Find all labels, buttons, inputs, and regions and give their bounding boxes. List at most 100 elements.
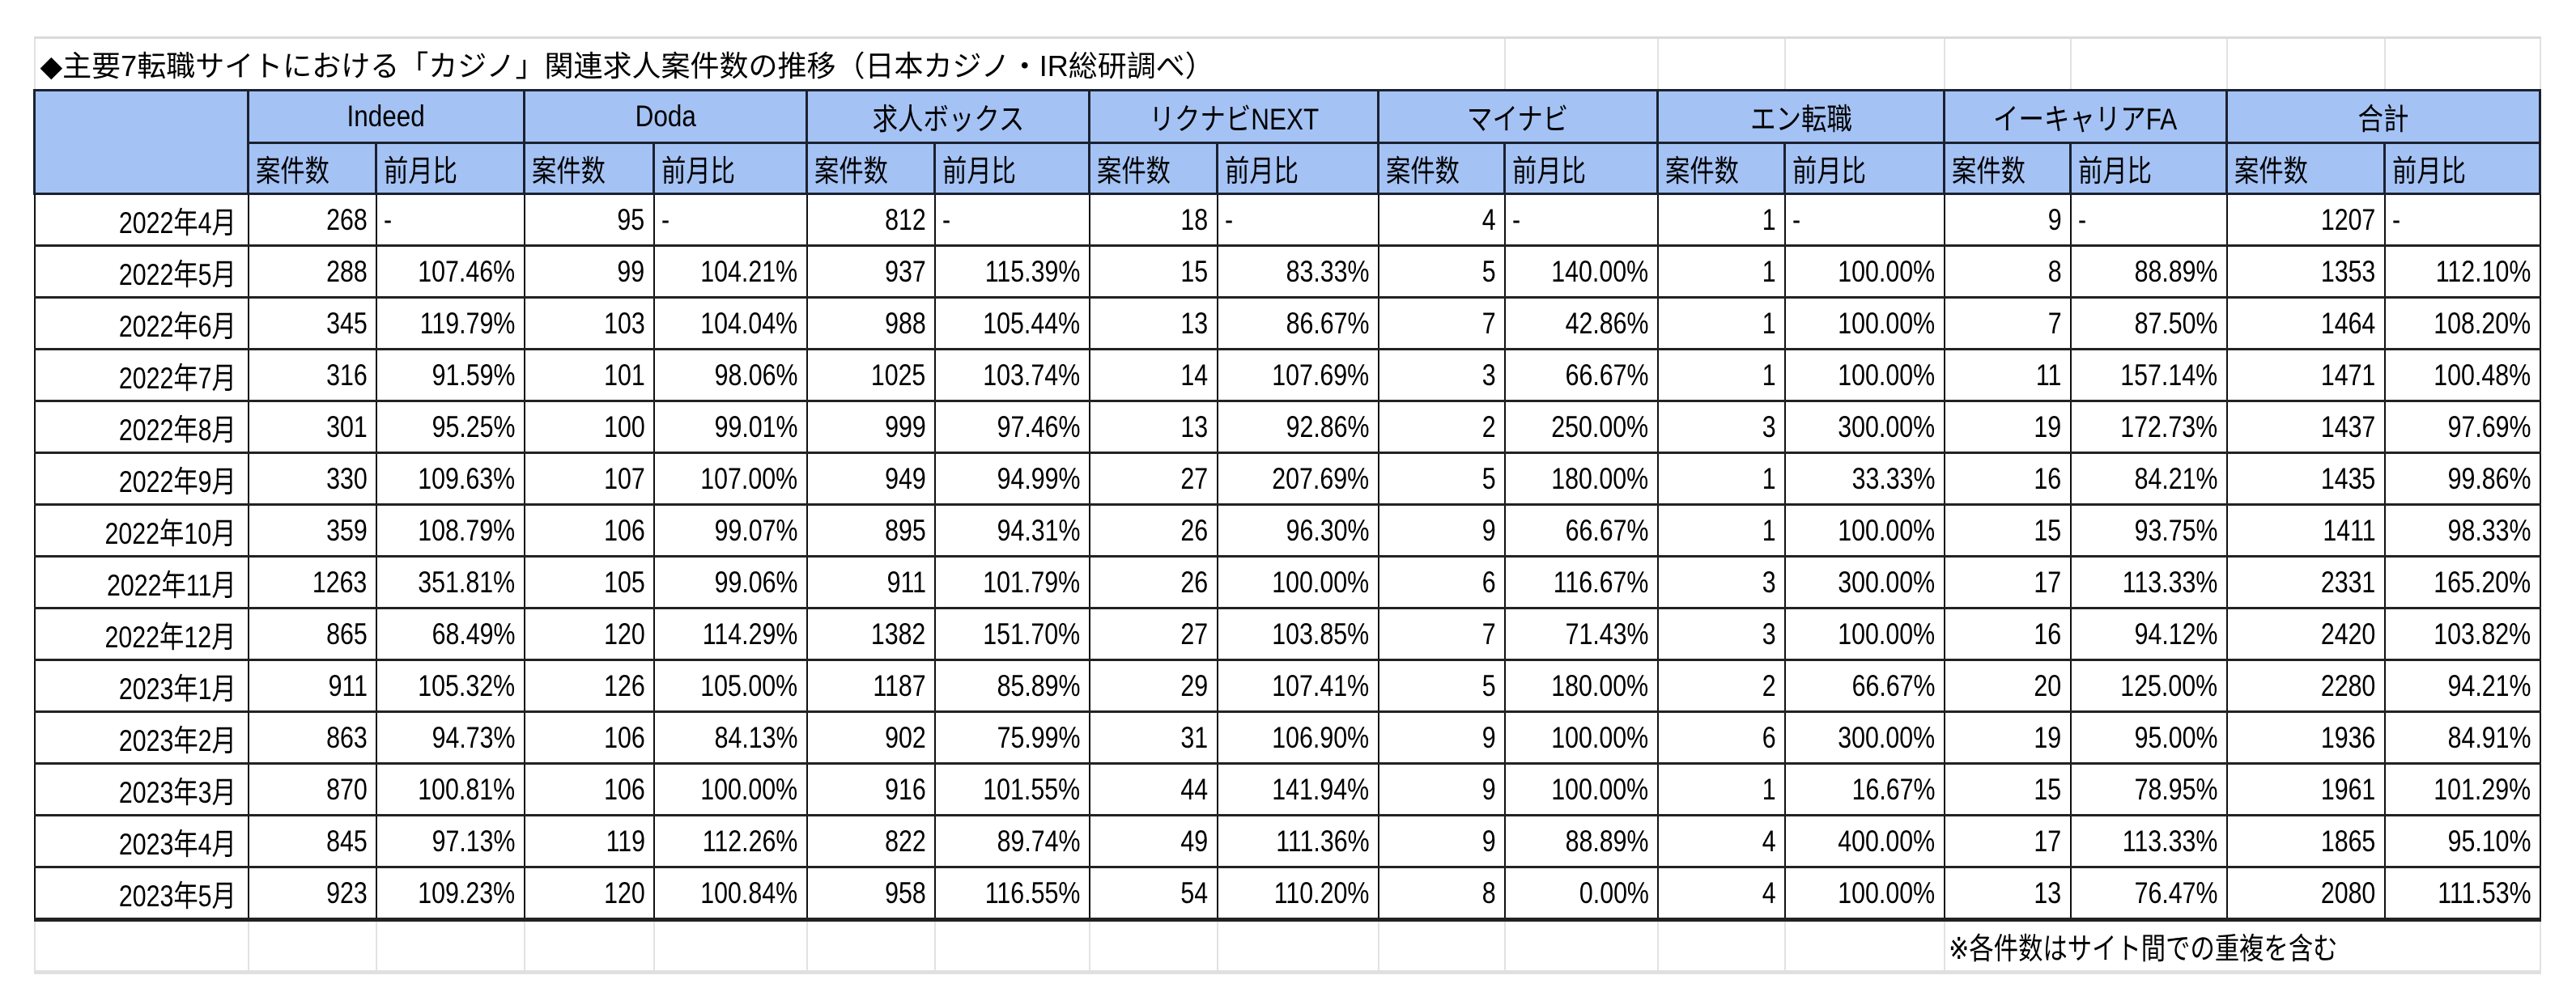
- header-site-kyujin-box[interactable]: 求人ボックス: [806, 89, 1090, 144]
- count-cell[interactable]: 1263: [247, 555, 377, 609]
- count-cell[interactable]: 1: [1656, 348, 1786, 402]
- month-cell[interactable]: 2023年3月: [33, 762, 249, 816]
- count-cell[interactable]: 4: [1656, 814, 1786, 868]
- ratio-cell[interactable]: 107.46%: [375, 244, 525, 299]
- ratio-cell[interactable]: 99.86%: [2383, 452, 2541, 506]
- count-cell[interactable]: 7: [1377, 296, 1506, 350]
- count-cell[interactable]: 2280: [2225, 659, 2386, 713]
- count-cell[interactable]: 1: [1656, 193, 1786, 247]
- ratio-cell[interactable]: 104.21%: [653, 244, 808, 299]
- header-site-total[interactable]: 合計: [2225, 89, 2541, 144]
- month-cell[interactable]: 2022年10月: [33, 503, 249, 558]
- ratio-cell[interactable]: 94.73%: [375, 710, 525, 765]
- count-cell[interactable]: 119: [523, 814, 655, 868]
- count-cell[interactable]: 812: [806, 193, 936, 247]
- count-cell[interactable]: 6: [1656, 710, 1786, 765]
- count-cell[interactable]: 2: [1656, 659, 1786, 713]
- count-cell[interactable]: 316: [247, 348, 377, 402]
- count-cell[interactable]: 1411: [2225, 503, 2386, 558]
- ratio-cell[interactable]: 100.00%: [1783, 503, 1945, 558]
- ratio-cell[interactable]: 110.20%: [1216, 866, 1379, 922]
- count-cell[interactable]: 15: [1943, 762, 2072, 816]
- empty-cell[interactable]: [653, 918, 808, 974]
- count-cell[interactable]: 99: [523, 244, 655, 299]
- ratio-cell[interactable]: 105.44%: [933, 296, 1090, 350]
- empty-cell[interactable]: [2225, 36, 2386, 91]
- count-cell[interactable]: 863: [247, 710, 377, 765]
- count-cell[interactable]: 5: [1377, 452, 1506, 506]
- ratio-cell[interactable]: 84.91%: [2383, 710, 2541, 765]
- ratio-cell[interactable]: 107.69%: [1216, 348, 1379, 402]
- ratio-cell[interactable]: 165.20%: [2383, 555, 2541, 609]
- empty-cell[interactable]: [523, 918, 655, 974]
- ratio-cell[interactable]: 33.33%: [1783, 452, 1945, 506]
- ratio-cell[interactable]: 100.00%: [1783, 866, 1945, 922]
- empty-cell[interactable]: [1943, 36, 2072, 91]
- ratio-cell[interactable]: 101.29%: [2383, 762, 2541, 816]
- count-cell[interactable]: 100: [523, 400, 655, 454]
- empty-cell[interactable]: [1377, 918, 1506, 974]
- header-ratio-cell[interactable]: 前月比: [1783, 142, 1945, 195]
- ratio-cell[interactable]: 97.13%: [375, 814, 525, 868]
- month-cell[interactable]: 2023年1月: [33, 659, 249, 713]
- count-cell[interactable]: 107: [523, 452, 655, 506]
- ratio-cell[interactable]: 97.69%: [2383, 400, 2541, 454]
- ratio-cell[interactable]: 94.12%: [2069, 607, 2228, 661]
- count-cell[interactable]: 865: [247, 607, 377, 661]
- ratio-cell[interactable]: 107.41%: [1216, 659, 1379, 713]
- count-cell[interactable]: 923: [247, 866, 377, 922]
- count-cell[interactable]: 1207: [2225, 193, 2386, 247]
- ratio-cell[interactable]: 107.00%: [653, 452, 808, 506]
- ratio-cell[interactable]: 180.00%: [1503, 659, 1659, 713]
- count-cell[interactable]: 330: [247, 452, 377, 506]
- count-cell[interactable]: 13: [1943, 866, 2072, 922]
- ratio-cell[interactable]: -: [653, 193, 808, 247]
- empty-cell[interactable]: [1656, 36, 1786, 91]
- ratio-cell[interactable]: 111.53%: [2383, 866, 2541, 922]
- count-cell[interactable]: 4: [1656, 866, 1786, 922]
- header-count-cell[interactable]: 案件数: [1943, 142, 2072, 195]
- header-ratio-cell[interactable]: 前月比: [375, 142, 525, 195]
- count-cell[interactable]: 103: [523, 296, 655, 350]
- ratio-cell[interactable]: 180.00%: [1503, 452, 1659, 506]
- header-corner-cell[interactable]: [33, 89, 249, 195]
- header-ratio-cell[interactable]: 前月比: [2383, 142, 2541, 195]
- count-cell[interactable]: 7: [1943, 296, 2072, 350]
- count-cell[interactable]: 20: [1943, 659, 2072, 713]
- ratio-cell[interactable]: 115.39%: [933, 244, 1090, 299]
- header-count-cell[interactable]: 案件数: [1088, 142, 1218, 195]
- count-cell[interactable]: 916: [806, 762, 936, 816]
- header-site-doda[interactable]: Doda: [523, 89, 808, 144]
- ratio-cell[interactable]: 105.00%: [653, 659, 808, 713]
- count-cell[interactable]: 120: [523, 607, 655, 661]
- header-site-rikunabi-next[interactable]: リクナビNEXT: [1088, 89, 1379, 144]
- empty-cell[interactable]: [933, 918, 1090, 974]
- ratio-cell[interactable]: 16.67%: [1783, 762, 1945, 816]
- month-cell[interactable]: 2022年8月: [33, 400, 249, 454]
- ratio-cell[interactable]: 103.82%: [2383, 607, 2541, 661]
- ratio-cell[interactable]: 88.89%: [2069, 244, 2228, 299]
- ratio-cell[interactable]: 100.00%: [653, 762, 808, 816]
- count-cell[interactable]: 95: [523, 193, 655, 247]
- count-cell[interactable]: 1: [1656, 762, 1786, 816]
- ratio-cell[interactable]: 351.81%: [375, 555, 525, 609]
- header-site-en-tenshoku[interactable]: エン転職: [1656, 89, 1945, 144]
- count-cell[interactable]: 106: [523, 762, 655, 816]
- count-cell[interactable]: 1: [1656, 296, 1786, 350]
- count-cell[interactable]: 31: [1088, 710, 1218, 765]
- ratio-cell[interactable]: 83.33%: [1216, 244, 1379, 299]
- ratio-cell[interactable]: 119.79%: [375, 296, 525, 350]
- ratio-cell[interactable]: 94.31%: [933, 503, 1090, 558]
- ratio-cell[interactable]: 113.33%: [2069, 814, 2228, 868]
- ratio-cell[interactable]: -: [375, 193, 525, 247]
- count-cell[interactable]: 49: [1088, 814, 1218, 868]
- ratio-cell[interactable]: 112.10%: [2383, 244, 2541, 299]
- empty-cell[interactable]: [33, 918, 249, 974]
- count-cell[interactable]: 8: [1377, 866, 1506, 922]
- ratio-cell[interactable]: -: [1783, 193, 1945, 247]
- header-count-cell[interactable]: 案件数: [1656, 142, 1786, 195]
- ratio-cell[interactable]: 89.74%: [933, 814, 1090, 868]
- count-cell[interactable]: 1471: [2225, 348, 2386, 402]
- ratio-cell[interactable]: 98.06%: [653, 348, 808, 402]
- ratio-cell[interactable]: 109.23%: [375, 866, 525, 922]
